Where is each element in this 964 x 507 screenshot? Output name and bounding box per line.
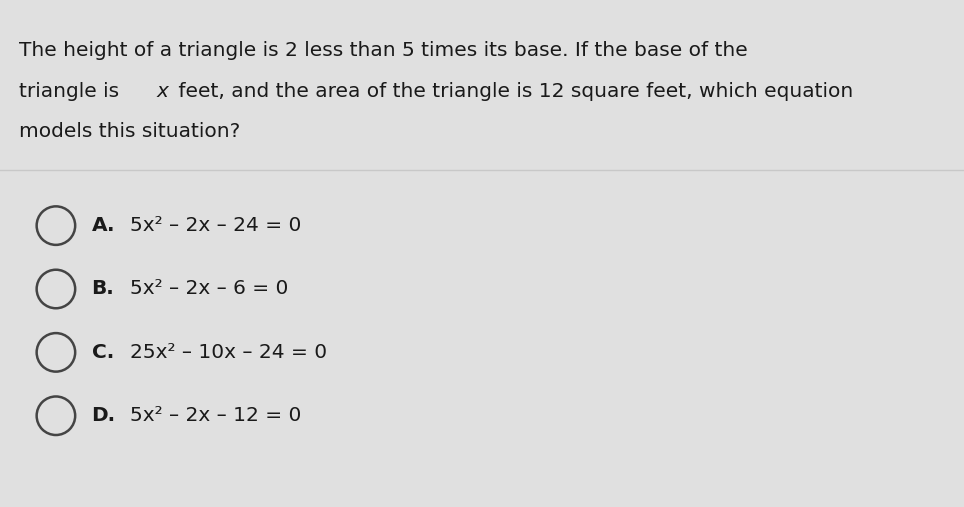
Text: 5x² – 2x – 24 = 0: 5x² – 2x – 24 = 0 bbox=[130, 216, 302, 235]
Text: feet, and the area of the triangle is 12 square feet, which equation: feet, and the area of the triangle is 12… bbox=[172, 82, 853, 101]
Text: B.: B. bbox=[92, 279, 115, 299]
Text: A.: A. bbox=[92, 216, 115, 235]
Text: The height of a triangle is 2 less than 5 times its base. If the base of the: The height of a triangle is 2 less than … bbox=[19, 41, 748, 60]
Text: x: x bbox=[157, 82, 169, 101]
Text: 25x² – 10x – 24 = 0: 25x² – 10x – 24 = 0 bbox=[130, 343, 327, 362]
Text: triangle is: triangle is bbox=[19, 82, 125, 101]
Text: 5x² – 2x – 12 = 0: 5x² – 2x – 12 = 0 bbox=[130, 406, 302, 425]
Text: C.: C. bbox=[92, 343, 114, 362]
Text: D.: D. bbox=[92, 406, 116, 425]
Text: models this situation?: models this situation? bbox=[19, 122, 241, 141]
Text: 5x² – 2x – 6 = 0: 5x² – 2x – 6 = 0 bbox=[130, 279, 288, 299]
